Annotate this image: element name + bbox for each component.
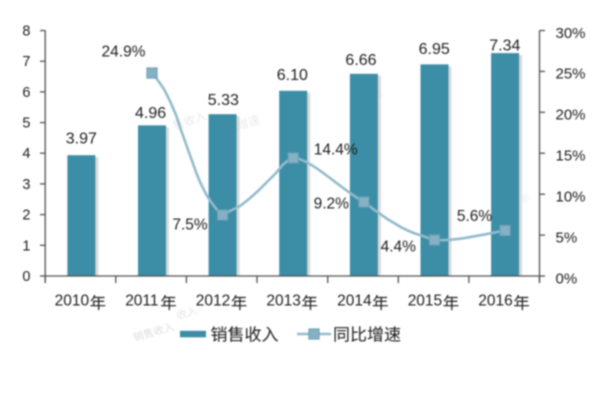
svg-text:7.34: 7.34 [489, 38, 520, 55]
svg-text:8: 8 [22, 24, 30, 40]
svg-text:5%: 5% [556, 229, 578, 246]
svg-text:3: 3 [22, 177, 30, 193]
svg-text:5.33: 5.33 [208, 92, 239, 109]
svg-text:4.4%: 4.4% [381, 239, 417, 256]
svg-text:5: 5 [22, 116, 30, 132]
svg-text:10%: 10% [556, 189, 586, 206]
svg-text:0%: 0% [556, 270, 578, 287]
svg-text:25%: 25% [556, 66, 586, 83]
svg-text:1: 1 [22, 238, 30, 254]
svg-text:3.97: 3.97 [66, 131, 97, 148]
svg-text:7: 7 [22, 54, 30, 70]
svg-text:5.6%: 5.6% [457, 208, 493, 225]
svg-text:2: 2 [22, 208, 30, 224]
svg-text:20%: 20% [556, 107, 586, 124]
svg-text:0: 0 [22, 269, 30, 285]
svg-text:6.10: 6.10 [277, 67, 308, 84]
svg-text:7.5%: 7.5% [172, 217, 208, 234]
svg-text:2012: 2012 [196, 293, 230, 310]
svg-text:6: 6 [22, 85, 30, 101]
svg-text:6.66: 6.66 [345, 52, 376, 69]
svg-text:9.2%: 9.2% [314, 195, 350, 212]
svg-text:2010: 2010 [55, 293, 90, 310]
svg-text:24.9%: 24.9% [102, 44, 146, 61]
svg-text:2011: 2011 [125, 293, 158, 310]
svg-text:6.95: 6.95 [419, 41, 450, 58]
svg-text:30%: 30% [556, 25, 586, 42]
svg-text:2015: 2015 [408, 293, 442, 310]
svg-text:4.96: 4.96 [135, 105, 166, 122]
svg-text:14.4%: 14.4% [314, 141, 358, 158]
svg-text:2016: 2016 [478, 293, 512, 310]
svg-text:4: 4 [22, 146, 30, 162]
svg-text:2014: 2014 [337, 293, 372, 310]
svg-text:2013: 2013 [266, 293, 300, 310]
svg-text:15%: 15% [556, 148, 586, 165]
